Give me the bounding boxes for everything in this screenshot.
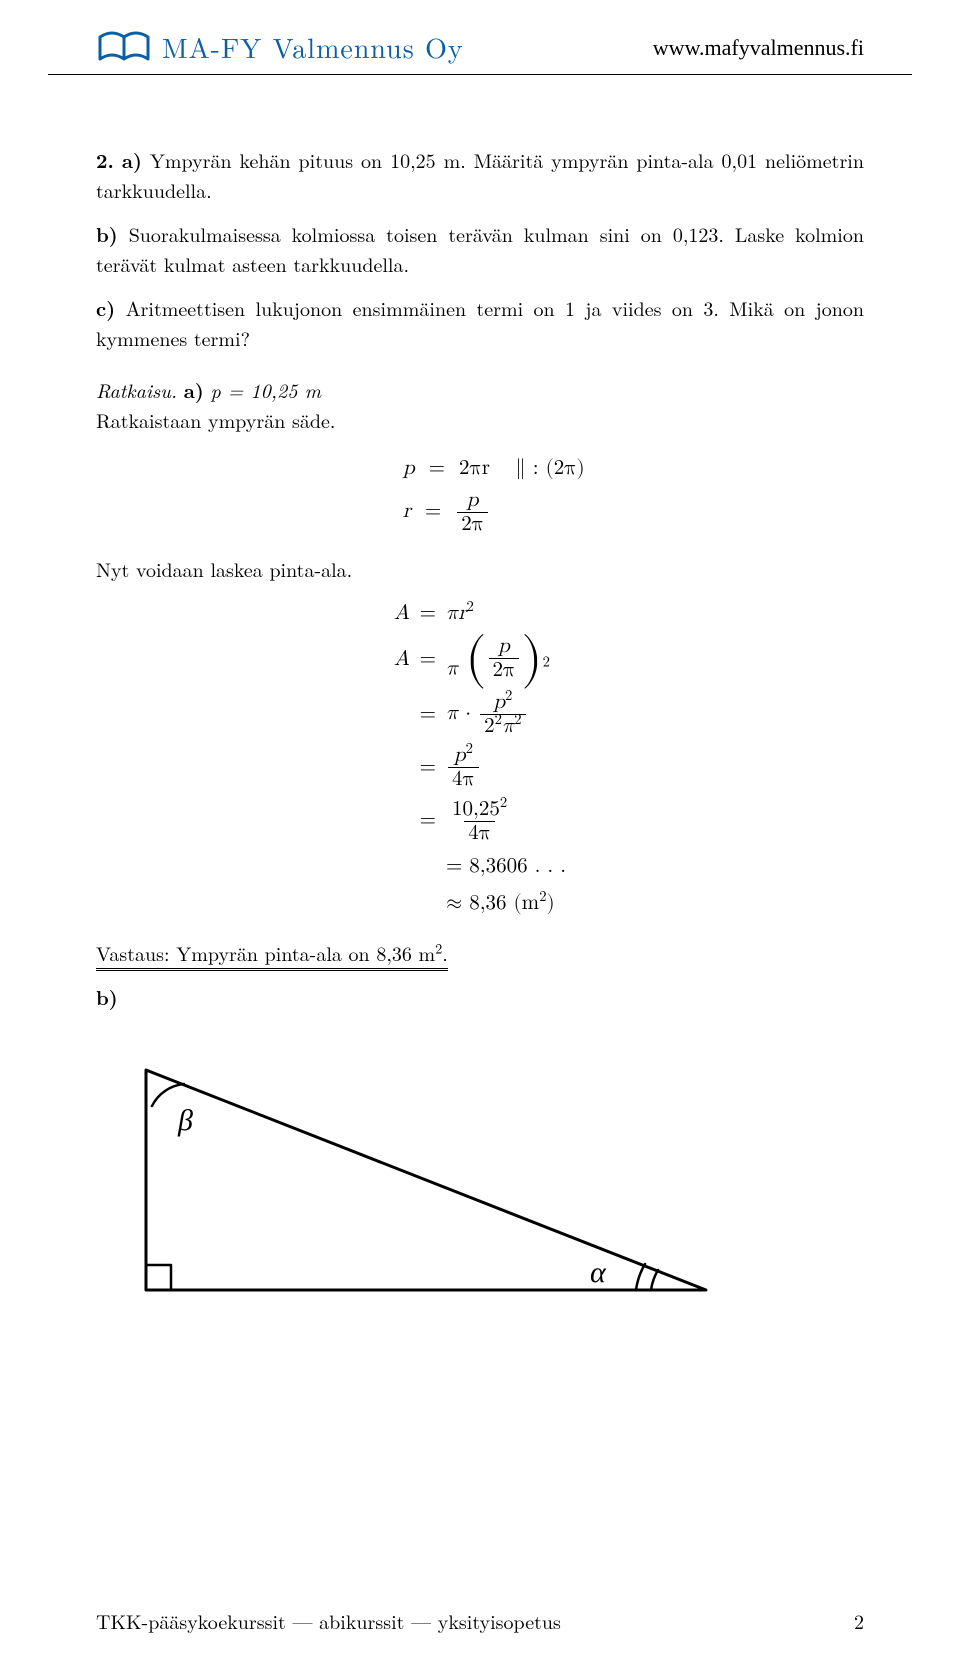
problem-c: c) Aritmeettisen lukujonon ensimmäinen t… (96, 293, 864, 353)
A3-den-pi: π (502, 716, 514, 737)
A5-rhs: 10,252 4π (446, 798, 566, 845)
eq-p-2pir: p = 2πr ∥ : (2π) (96, 453, 864, 485)
eq1-op: ∥ : (2π) (510, 453, 590, 485)
eq1-lhs: p (403, 458, 415, 479)
answer-text: Ympyrän pinta-ala on 8,36 m (176, 938, 435, 967)
solution-a-given: p = 10,25 m (211, 375, 321, 404)
A2-sup: 2 (543, 655, 550, 670)
A2-den: 2π (489, 658, 520, 682)
part-b-text: Suorakulmaisessa kolmiossa toisen terävä… (96, 219, 864, 278)
A4-rhs: p2 4π (446, 744, 566, 791)
A1-lhs: A (394, 598, 410, 630)
eq-r: r = p 2π (96, 489, 864, 536)
A3-den-sup1: 2 (495, 712, 502, 727)
page-footer: TKK-pääsykoekurssit — abikurssit — yksit… (0, 1606, 960, 1636)
problem-b: b) Suorakulmaisessa kolmiossa toisen ter… (96, 219, 864, 279)
footer-left: TKK-pääsykoekurssit — abikurssit — yksit… (96, 1606, 561, 1636)
A5-num: 10,25 (452, 799, 500, 820)
A5-den: 4π (464, 821, 495, 845)
header-url: www.mafyvalmennus.fi (653, 31, 864, 64)
answer-label: Vastaus: (96, 938, 170, 967)
A3-num: p (493, 692, 505, 713)
part-a-text: Ympyrän kehän pituus on 10,25 m. Määritä… (96, 145, 864, 204)
A7-sup: 2 (539, 889, 546, 904)
area-intro: Nyt voidaan laskea pinta-ala. (96, 554, 864, 584)
company-name: MA-FY Valmennus Oy (162, 26, 464, 68)
solution-a-label: a) (184, 375, 204, 404)
A2-pi: π (446, 659, 458, 680)
solution-b-label: b) (96, 982, 864, 1012)
part-b-label: b) (96, 219, 118, 248)
page-header: MA-FY Valmennus Oy www.mafyvalmennus.fi (48, 0, 912, 75)
part-c-label: c) (96, 293, 115, 322)
A5-numsup: 2 (500, 795, 507, 810)
A7: ≈ 8,36 (m2) (446, 888, 566, 920)
eq2-num: p (463, 489, 483, 512)
beta-label: β (177, 1104, 193, 1137)
alpha-label: α (590, 1256, 607, 1289)
footer-page-number: 2 (854, 1606, 864, 1636)
A7-close: ) (547, 893, 555, 914)
A3-den-2: 2 (484, 716, 495, 737)
A4-den: 4π (448, 767, 479, 791)
part-c-text: Aritmeettisen lukujonon ensimmäinen term… (96, 293, 864, 352)
part-a-label: a) (122, 145, 142, 174)
solution-a-heading: Ratkaisu. a) p = 10,25 m Ratkaistaan ymp… (96, 375, 864, 435)
triangle-figure: β α (106, 1040, 864, 1307)
solution-a-intro: Ratkaistaan ympyrän säde. (96, 405, 335, 434)
problem-a: 2. a) Ympyrän kehän pituus on 10,25 m. M… (96, 145, 864, 205)
A4-numsup: 2 (466, 741, 473, 756)
page-content: 2. a) Ympyrän kehän pituus on 10,25 m. M… (0, 75, 960, 1307)
book-icon (96, 27, 152, 67)
A1-sup: 2 (467, 599, 474, 614)
A2-num: p (494, 635, 514, 658)
eq2-den: 2π (457, 512, 488, 536)
A6: = 8,3606 . . . (446, 851, 566, 883)
A1-rhs: πr2 (446, 598, 566, 630)
A2-rhs: π ( p 2π ) 2 (446, 635, 566, 685)
A3-den-sup2: 2 (514, 712, 521, 727)
eq2-lhs: r (403, 501, 411, 522)
answer-end: . (442, 938, 448, 967)
solution-label: Ratkaisu. (96, 375, 177, 404)
answer-line: Vastaus: Ympyrän pinta-ala on 8,36 m2. (96, 938, 864, 968)
A7-text: ≈ 8,36 (m (446, 893, 539, 914)
A3-numsup: 2 (505, 688, 512, 703)
problem-number: 2. (96, 145, 114, 174)
logo: MA-FY Valmennus Oy (96, 26, 464, 68)
radius-equations: p = 2πr ∥ : (2π) r = p 2π (96, 453, 864, 536)
A4-num: p (454, 745, 466, 766)
A3-rhs: π · p2 22π2 (446, 691, 566, 738)
A2-lhs: A (394, 644, 410, 676)
eq1-rhs: 2πr (459, 458, 490, 479)
area-equations: A = πr2 A = π ( p 2π ) 2 = π · p2 22π2 (96, 598, 864, 920)
